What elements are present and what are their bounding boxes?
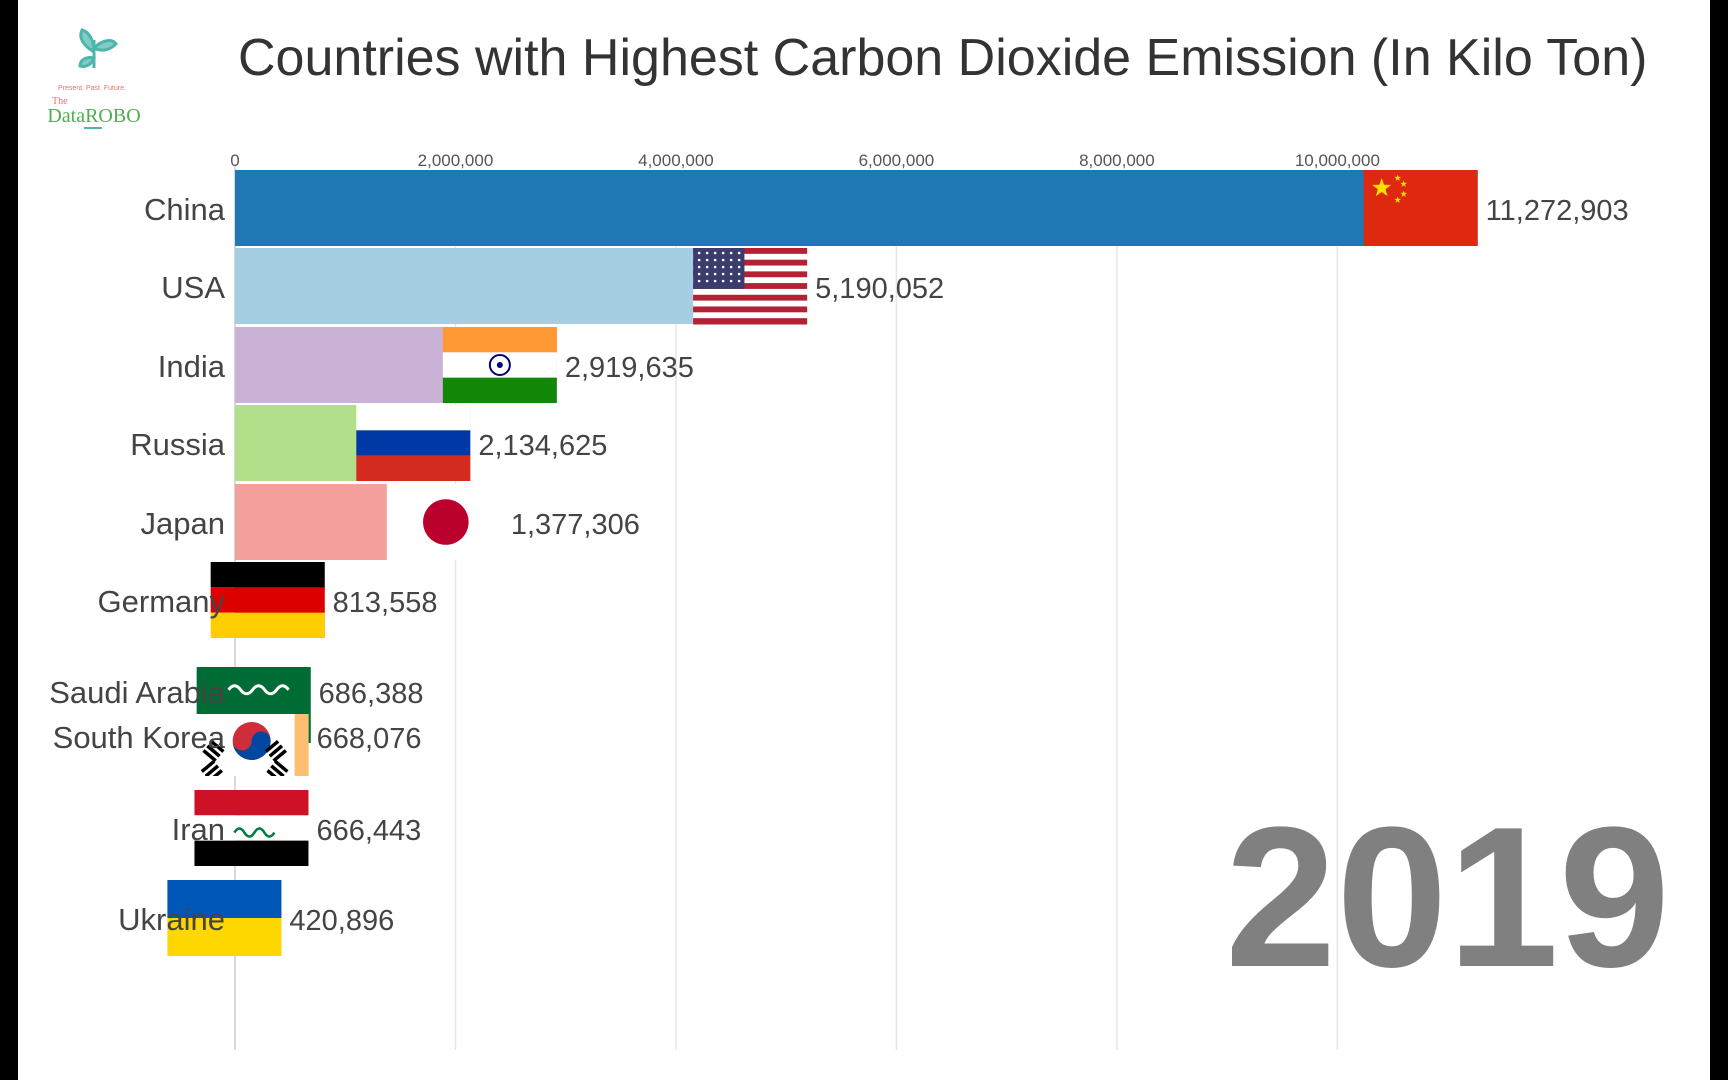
value-label: 2,919,635: [565, 352, 694, 384]
x-tick-label: 8,000,000: [1079, 151, 1155, 170]
year-label: 2019: [1225, 786, 1670, 1009]
south-korea-flag-icon: [194, 714, 295, 776]
value-label: 668,076: [317, 723, 422, 755]
logo-tagline: Present. Past. Future.: [58, 85, 126, 92]
category-label: USA: [161, 270, 225, 305]
bar-chart: 0 2,000,000 4,000,000 6,000,000 8,000,000 10,…: [49, 151, 1629, 1050]
category-label: Saudi Arabia: [49, 675, 226, 710]
x-tick-label: 0: [230, 151, 239, 170]
category-label: South Korea: [53, 720, 226, 755]
iraq-flag-icon: [194, 790, 309, 866]
bar: [235, 170, 1478, 246]
value-label: 686,388: [319, 678, 424, 710]
logo: Present. Past. Future. The DataROBO: [47, 28, 141, 129]
value-label: 1,377,306: [511, 509, 640, 541]
russia-flag-icon: [356, 405, 471, 481]
japan-flag-icon: [388, 484, 503, 560]
value-label: 420,896: [289, 905, 394, 937]
x-tick-label: 4,000,000: [638, 151, 714, 170]
value-label: 11,272,903: [1486, 195, 1629, 227]
ukraine-flag-icon: [167, 880, 282, 956]
category-label: Japan: [141, 506, 225, 541]
logo-brand-name: DataROBO: [47, 105, 140, 127]
value-label: 813,558: [333, 587, 438, 619]
category-label: Russia: [130, 427, 226, 462]
bar: [235, 484, 387, 560]
category-label: Ukraine: [118, 902, 225, 937]
bar-group-germany: Germany 813,558: [98, 562, 438, 638]
bar-group-ukraine: Ukraine 420,896: [118, 880, 394, 956]
x-tick-label: 6,000,000: [859, 151, 935, 170]
value-label: 666,443: [316, 815, 421, 847]
bar-group-iran: Iran 666,443: [172, 790, 421, 866]
germany-flag-icon: [210, 562, 325, 638]
category-label: India: [158, 349, 226, 384]
usa-flag-icon: [693, 248, 808, 325]
india-flag-icon: [442, 327, 557, 403]
china-flag-icon: [1363, 170, 1478, 246]
category-label: China: [144, 192, 226, 227]
chart-frame: Present. Past. Future. The DataROBO Coun…: [18, 0, 1710, 1080]
x-tick-label: 2,000,000: [418, 151, 494, 170]
bar-group-india: India 2,919,635: [158, 327, 694, 403]
bar-group-usa: USA 5,190,052: [161, 248, 944, 325]
category-label: Iran: [172, 812, 225, 847]
logo-brand-prefix: The: [52, 96, 68, 107]
value-label: 2,134,625: [478, 430, 607, 462]
sprout-icon: [78, 28, 118, 68]
bar-group-japan: Japan 1,377,306: [141, 484, 640, 560]
chart-title: Countries with Highest Carbon Dioxide Em…: [238, 29, 1648, 87]
x-tick-label: 10,000,000: [1295, 151, 1380, 170]
value-label: 5,190,052: [815, 273, 944, 305]
category-label: Germany: [98, 584, 226, 619]
bar-group-russia: Russia 2,134,625: [130, 405, 607, 481]
bar-group-south-korea: South Korea 668,076: [53, 714, 422, 776]
bar-group-china: China 11,272,903: [144, 170, 1629, 246]
